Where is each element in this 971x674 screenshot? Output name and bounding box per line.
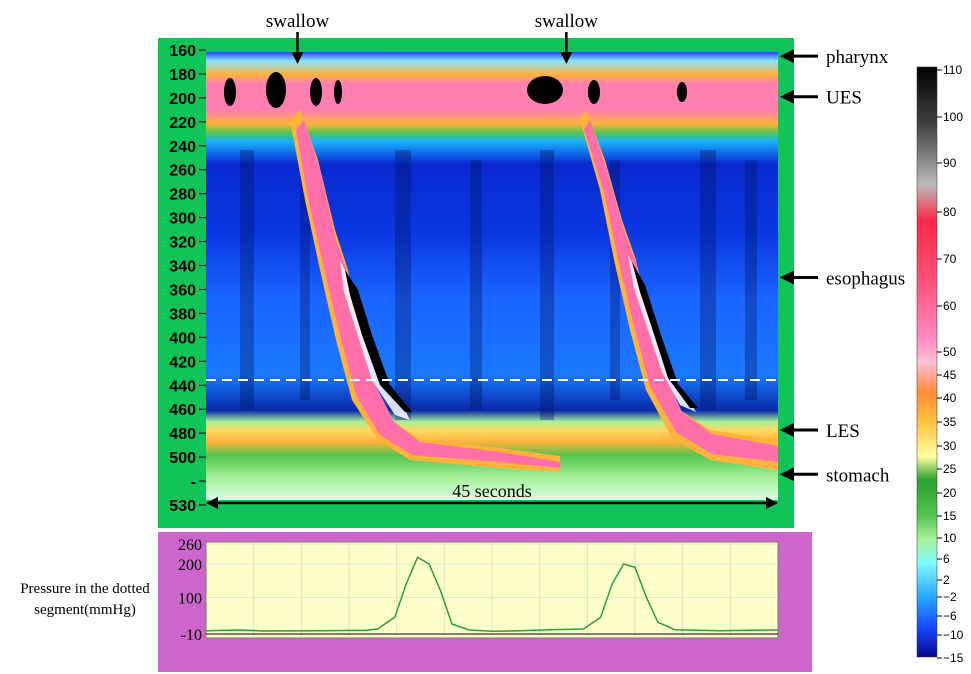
line-chart-y-label-line2: segment(mmHg) xyxy=(34,602,136,618)
swallow-label: swallow xyxy=(535,11,599,32)
heatmap-y-tick: 460 xyxy=(169,402,196,419)
swallow-arrow-head xyxy=(291,52,304,64)
heatmap-y-tick: 200 xyxy=(169,91,196,108)
heatmap-y-tick: 240 xyxy=(169,139,196,156)
colorbar-tick-label: 40 xyxy=(943,391,957,405)
region-label: esophagus xyxy=(826,269,905,290)
colorbar-tick-label: 35 xyxy=(943,415,957,429)
colorbar-tick-label: 6 xyxy=(943,552,950,566)
line-y-tick: 100 xyxy=(178,590,202,607)
line-y-tick: 200 xyxy=(178,557,202,574)
region-label: LES xyxy=(826,421,860,442)
colorbar-ticks: 110 100 90 80 70 60 50 45 40 35 30 25 20 15 10 6 2 −2 −6 −1… xyxy=(937,63,964,665)
heatmap-y-tick: 300 xyxy=(169,211,196,228)
duration-arrow: 45 seconds xyxy=(206,481,778,509)
line-y-tick: 260 xyxy=(178,537,202,554)
colorbar xyxy=(916,66,938,658)
region-arrow-head xyxy=(780,270,794,285)
heatmap-y-tick: 380 xyxy=(169,306,196,323)
colorbar-tick-label: 90 xyxy=(943,156,957,170)
colorbar-tick-label: 30 xyxy=(943,439,957,453)
heatmap-y-tick: 220 xyxy=(169,115,196,132)
heatmap-y-tick: 160 xyxy=(169,43,196,60)
line-y-tick: -10 xyxy=(181,627,202,644)
colorbar-tick-label: 15 xyxy=(943,509,957,523)
swallow-annotations: swallow swallow xyxy=(266,11,598,64)
heatmap-y-tick: 280 xyxy=(169,187,196,204)
colorbar-tick-label: −15 xyxy=(943,651,964,665)
line-chart-y-ticks: 260 200 100 -10 xyxy=(178,537,202,644)
colorbar-tick-label: −6 xyxy=(943,609,957,623)
heatmap-y-tick: 340 xyxy=(169,259,196,276)
heatmap-y-tick: 360 xyxy=(169,282,196,299)
colorbar-tick-label: 80 xyxy=(943,205,957,219)
heatmap-y-tick: 440 xyxy=(169,378,196,395)
x-axis-label: 45 seconds xyxy=(452,481,532,501)
colorbar-tick-label: 100 xyxy=(943,110,963,124)
region-arrow-head xyxy=(780,49,794,64)
region-arrow-head xyxy=(780,467,794,482)
heatmap-y-tick: 500 xyxy=(169,450,196,467)
colorbar-tick-label: 20 xyxy=(943,486,957,500)
heatmap-y-tick: 260 xyxy=(169,163,196,180)
line-chart-y-label-line1: Pressure in the dotted xyxy=(20,581,150,597)
colorbar-tick-label: −2 xyxy=(943,590,957,604)
heatmap-y-ticks: 160 180 200 220 240 260 280 300 320 340 360 380 400 4… xyxy=(169,43,206,515)
pressure-line xyxy=(206,556,778,633)
heatmap-y-tick: 400 xyxy=(169,330,196,347)
colorbar-tick-label: 45 xyxy=(943,368,957,382)
colorbar-tick-label: 110 xyxy=(943,63,962,77)
region-arrow-head xyxy=(780,422,794,437)
swallow-band-1 xyxy=(290,110,560,472)
colorbar-tick-label: 70 xyxy=(943,252,957,266)
region-annotations: pharynx UES esophagus LES stomach xyxy=(780,47,905,486)
heatmap-y-tick: 420 xyxy=(169,354,196,371)
region-label: stomach xyxy=(826,465,890,486)
region-label: pharynx xyxy=(826,47,889,68)
heatmap-y-tick: - xyxy=(191,474,196,491)
colorbar-tick-label: 50 xyxy=(943,345,957,359)
region-arrow-head xyxy=(780,89,794,104)
colorbar-tick-label: 2 xyxy=(943,573,950,587)
colorbar-tick-label: 10 xyxy=(943,531,957,545)
colorbar-tick-label: 25 xyxy=(943,462,957,476)
swallow-label: swallow xyxy=(266,11,330,32)
heatmap-y-tick: 480 xyxy=(169,426,196,443)
swallow-arrow-head xyxy=(560,52,573,64)
swallow-band-2 xyxy=(580,110,778,470)
heatmap-y-tick: 320 xyxy=(169,235,196,252)
heatmap-y-tick: 180 xyxy=(169,67,196,84)
ues-high-pressure xyxy=(224,72,687,108)
heatmap-plot xyxy=(206,52,778,500)
colorbar-tick-label: 60 xyxy=(943,299,957,313)
region-label: UES xyxy=(826,88,862,109)
colorbar-tick-label: −10 xyxy=(943,628,964,642)
heatmap-y-tick: 530 xyxy=(169,498,196,515)
